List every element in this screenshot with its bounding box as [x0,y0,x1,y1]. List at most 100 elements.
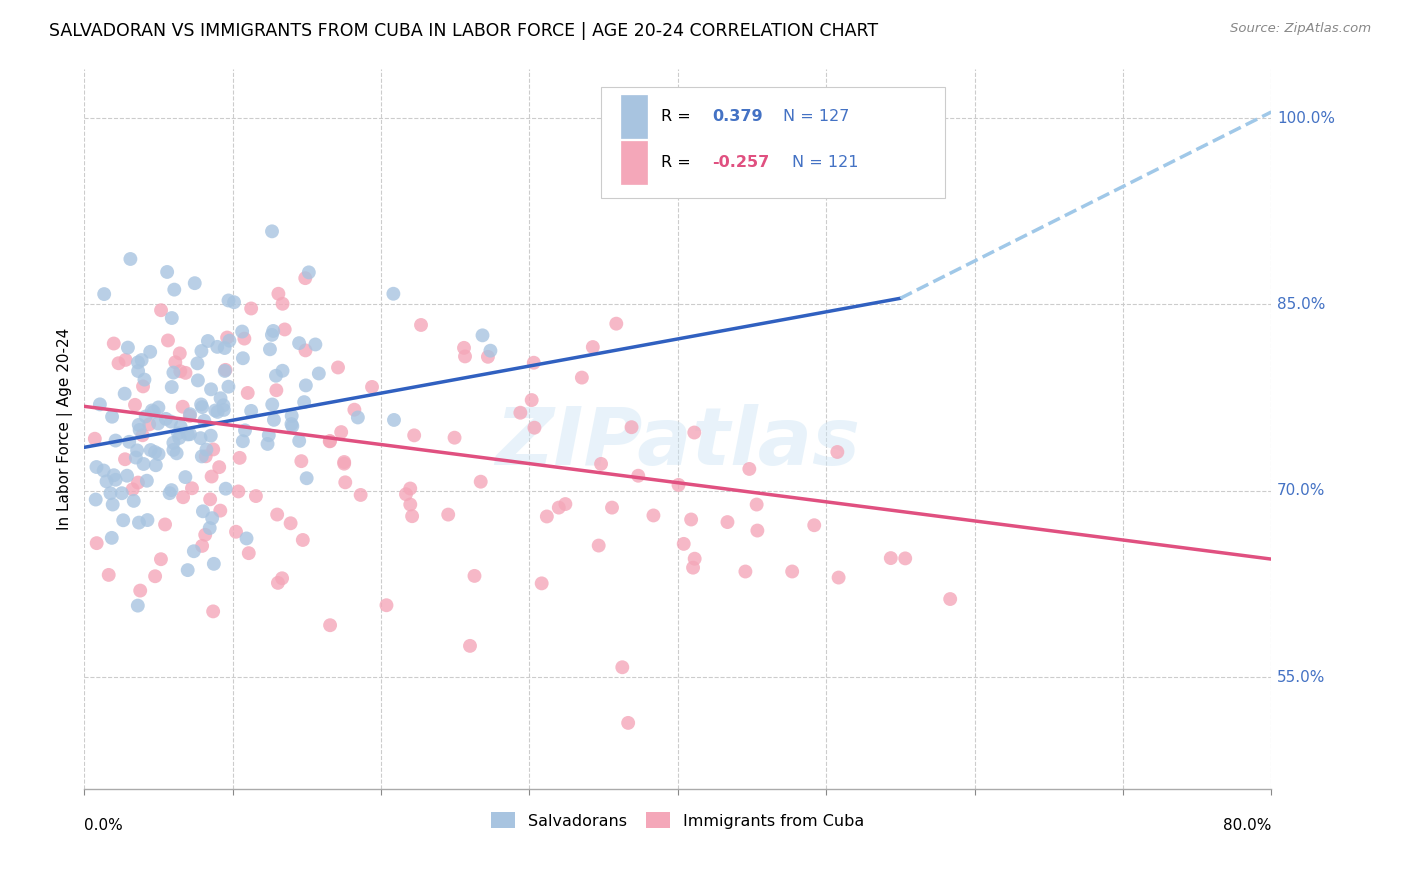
Point [683,551,706,566]
Point [200,428,222,442]
Point [149,552,172,566]
Point [236,386,259,401]
Point [734,565,756,579]
Point [643,508,665,523]
Point [382,413,405,427]
Point [330,425,353,439]
Point [245,489,267,503]
Point [271,364,294,378]
Point [266,383,288,397]
Point [181,481,204,495]
Point [232,434,254,449]
Point [600,500,623,515]
Point [747,524,769,538]
Point [125,450,148,465]
Point [233,423,256,437]
Point [520,393,543,408]
Point [132,457,155,471]
Point [169,364,191,378]
Point [141,403,163,417]
Point [127,355,149,369]
Point [96,475,118,489]
Point [190,397,212,411]
Point [291,533,314,547]
Point [129,583,152,598]
Point [159,486,181,500]
Point [266,508,288,522]
Point [335,475,357,490]
Point [162,366,184,380]
Legend: Salvadorans, Immigrants from Cuba: Salvadorans, Immigrants from Cuba [485,805,870,835]
Point [97,568,120,582]
Point [128,423,150,437]
Point [294,271,316,285]
Point [209,391,232,405]
Point [267,286,290,301]
Point [605,317,627,331]
Point [143,445,166,459]
Point [319,434,342,449]
Point [208,460,231,475]
Point [153,517,176,532]
Point [218,293,240,308]
Point [326,360,349,375]
Text: N = 121: N = 121 [792,154,858,169]
Point [343,402,366,417]
Point [191,450,214,464]
Point [139,344,162,359]
Point [169,419,191,434]
Point [217,330,239,344]
Point [271,571,294,585]
Point [582,340,605,354]
Point [803,518,825,533]
Point [458,639,481,653]
Point [179,407,201,421]
Point [198,521,221,535]
Point [127,475,149,490]
Point [238,546,260,560]
Text: 55.0%: 55.0% [1277,670,1326,684]
Point [470,475,492,489]
Point [191,539,214,553]
Point [588,539,610,553]
Point [193,414,215,428]
Bar [621,95,647,138]
Point [120,252,142,266]
Point [401,509,423,524]
Point [191,504,214,518]
Point [240,301,263,316]
Point [195,442,218,457]
Point [86,460,108,475]
Point [174,470,197,484]
Point [194,528,217,542]
Point [209,503,232,517]
Point [683,425,706,440]
Point [204,403,226,417]
Point [620,420,643,434]
Point [202,442,225,457]
Point [214,341,236,355]
Point [103,336,125,351]
Point [83,432,105,446]
Point [361,380,384,394]
Point [217,380,239,394]
Point [894,551,917,566]
Point [453,341,475,355]
Point [111,486,134,500]
Point [222,295,245,310]
Point [187,373,209,387]
Point [880,551,903,566]
Point [101,409,124,424]
Point [295,378,318,392]
Point [177,563,200,577]
Point [218,334,240,348]
Point [148,401,170,415]
Point [174,366,197,380]
Point [260,327,283,342]
Point [139,443,162,458]
Point [128,417,150,432]
Text: -0.257: -0.257 [713,154,769,169]
Point [745,498,768,512]
Point [437,508,460,522]
Point [103,468,125,483]
